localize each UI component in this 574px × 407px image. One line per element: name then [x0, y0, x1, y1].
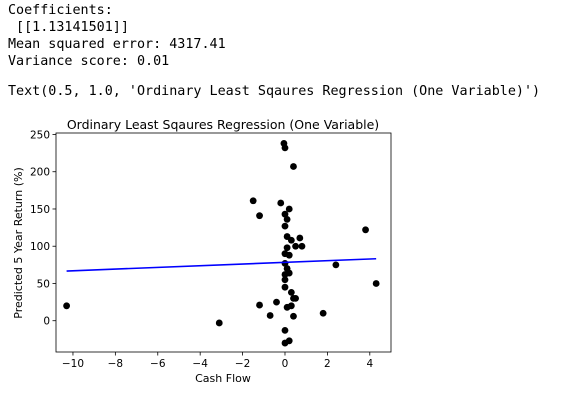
data-point	[290, 312, 297, 320]
data-point	[292, 294, 299, 302]
plot-area	[55, 132, 392, 353]
data-point	[283, 216, 291, 223]
data-series	[63, 140, 380, 347]
data-point	[362, 226, 369, 234]
data-point	[290, 163, 297, 170]
y-tick-label: 100	[30, 241, 50, 253]
y-tick-label: 0	[43, 316, 50, 328]
variance-score: Variance score: 0.01	[8, 54, 170, 69]
data-point	[285, 251, 293, 259]
data-point	[319, 309, 327, 317]
data-point	[281, 222, 289, 230]
console-output: Coefficients: [[1.13141501]] Mean square…	[8, 2, 226, 70]
data-point	[292, 242, 299, 250]
coefficients-label: Coefficients:	[8, 3, 113, 18]
x-axis-ticks: −10 −8 −6 −4 −2 0 2 4	[62, 352, 373, 370]
text-repr-line: Text(0.5, 1.0, 'Ordinary Least Sqaures R…	[8, 84, 541, 99]
x-tick-label: −8	[108, 358, 123, 370]
data-point	[266, 312, 274, 319]
data-point	[215, 319, 223, 327]
data-point	[372, 280, 380, 287]
regression-line	[66, 257, 377, 272]
data-point	[281, 276, 289, 284]
x-axis-label: Cash Flow	[195, 372, 251, 385]
data-point	[287, 302, 295, 310]
y-tick-label: 50	[37, 278, 50, 290]
data-point	[287, 236, 295, 244]
data-point	[63, 302, 71, 310]
x-tick-label: −10	[62, 358, 84, 370]
data-point	[281, 210, 289, 218]
data-point	[281, 271, 289, 278]
data-point	[287, 289, 295, 296]
data-point	[256, 212, 263, 220]
data-point	[277, 199, 285, 207]
x-tick-label: 0	[282, 358, 289, 370]
data-point	[281, 144, 289, 152]
data-point	[256, 301, 263, 309]
y-axis-label: Predicted 5 Year Return (%)	[12, 167, 25, 318]
x-tick-label: 2	[324, 358, 331, 370]
y-tick-label: 150	[30, 204, 50, 216]
data-point	[285, 205, 293, 213]
data-point	[296, 234, 304, 242]
x-tick-label: −2	[235, 358, 250, 370]
data-point	[281, 339, 289, 347]
data-point	[298, 242, 306, 250]
text-object-repr: Text(0.5, 1.0, 'Ordinary Least Sqaures R…	[8, 83, 540, 100]
y-axis-ticks: 0 50 100 150 200 250	[30, 129, 56, 328]
coefficients-value: [[1.13141501]]	[8, 20, 129, 35]
data-point	[283, 244, 291, 252]
x-tick-label: −6	[150, 358, 166, 370]
data-point	[249, 197, 257, 205]
x-tick-label: −4	[192, 358, 208, 370]
x-tick-label: 4	[366, 358, 373, 370]
chart-title: Ordinary Least Sqaures Regression (One V…	[67, 117, 379, 132]
y-tick-label: 200	[30, 167, 50, 179]
data-point	[281, 326, 289, 334]
mean-squared-error: Mean squared error: 4317.41	[8, 37, 226, 52]
data-point	[273, 298, 280, 306]
data-point	[281, 283, 289, 291]
y-tick-label: 250	[30, 129, 50, 141]
data-point	[332, 261, 340, 269]
